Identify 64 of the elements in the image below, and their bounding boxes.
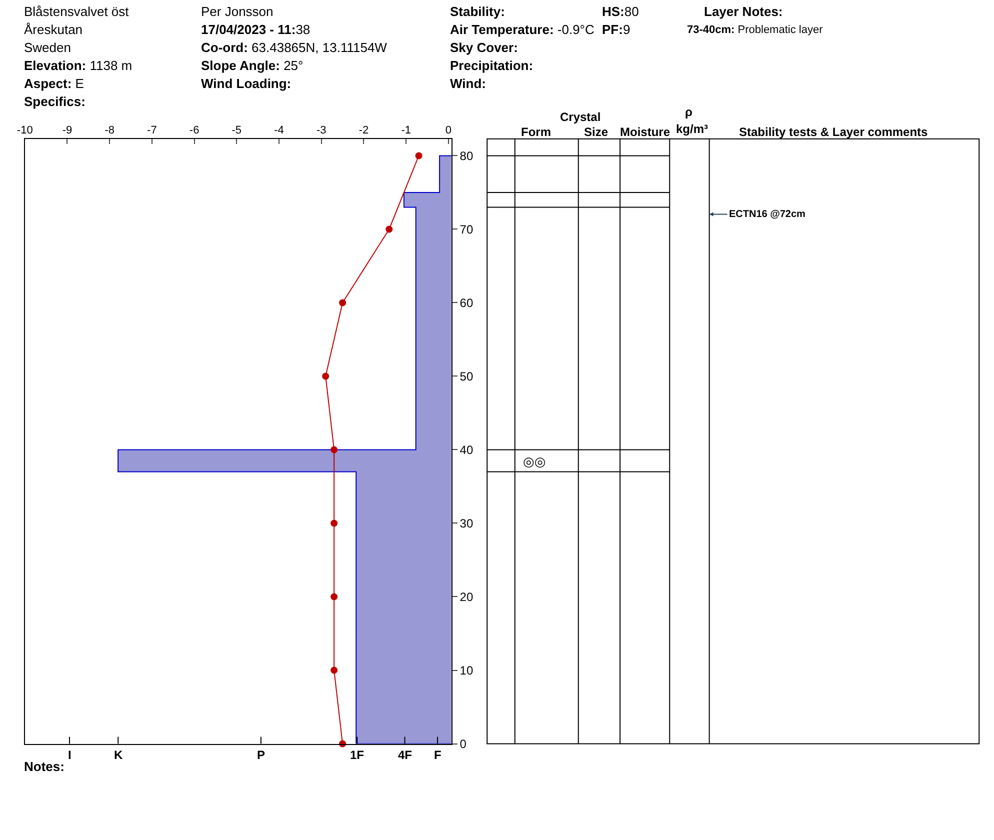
x-tick-label: -5 bbox=[232, 124, 242, 136]
text: ◎◎ bbox=[523, 455, 546, 470]
y-tick-label: 0 bbox=[460, 736, 467, 751]
text: Notes: bbox=[24, 759, 64, 774]
x-tick-label: -6 bbox=[189, 124, 200, 136]
text: Specifics: bbox=[24, 94, 86, 109]
text: HS:80 bbox=[602, 4, 639, 19]
text: PF:9 bbox=[602, 22, 630, 37]
text: Air Temperature: -0.9°C bbox=[450, 22, 594, 37]
y-tick-label: 60 bbox=[460, 296, 474, 310]
text: Stability tests & Layer comments bbox=[739, 125, 928, 139]
text: Sweden bbox=[24, 40, 71, 55]
x-tick-label: -1 bbox=[401, 124, 411, 136]
x-tick-label: -7 bbox=[147, 124, 157, 136]
x-tick-label: -4 bbox=[274, 124, 284, 136]
text: Co-ord: 63.43865N, 13.11154W bbox=[201, 40, 388, 55]
text: Sky Cover: bbox=[450, 40, 518, 55]
x-tick-label: -3 bbox=[316, 124, 326, 136]
text: P bbox=[257, 748, 266, 762]
x-tick-label: 0 bbox=[445, 124, 452, 136]
text: I bbox=[68, 748, 72, 762]
text: 73-40cm: Problematic layer bbox=[687, 24, 824, 36]
text: 17/04/2023 - 11:38 bbox=[201, 22, 310, 37]
y-tick-label: 70 bbox=[460, 222, 474, 236]
y-tick-label: 80 bbox=[460, 148, 474, 163]
text: ρ bbox=[685, 105, 692, 119]
text: Blåstensvalvet öst bbox=[24, 4, 130, 19]
text: Stability: bbox=[450, 4, 505, 19]
text: Elevation: 1138 m bbox=[24, 58, 132, 73]
x-tick-label: -2 bbox=[358, 124, 369, 136]
point bbox=[330, 666, 338, 674]
text: Form bbox=[521, 125, 551, 139]
y-tick-label: 50 bbox=[460, 369, 474, 384]
text: Aspect: E bbox=[24, 76, 84, 91]
point bbox=[330, 446, 338, 454]
text: F bbox=[434, 748, 442, 762]
point bbox=[330, 520, 338, 527]
text: Crystal bbox=[560, 110, 601, 124]
text: Wind Loading: bbox=[201, 76, 292, 91]
point bbox=[415, 152, 422, 160]
text: kg/m³ bbox=[676, 122, 708, 136]
text: Layer Notes: bbox=[704, 4, 783, 19]
point bbox=[386, 226, 393, 233]
point bbox=[330, 593, 338, 600]
text: 4F bbox=[398, 748, 412, 762]
text: Wind: bbox=[450, 76, 486, 91]
x-tick-label: -9 bbox=[62, 124, 72, 136]
y-tick-label: 10 bbox=[460, 663, 474, 678]
text: Size bbox=[584, 125, 608, 139]
text: 1F bbox=[350, 748, 364, 762]
point bbox=[339, 299, 346, 306]
y-tick-label: 40 bbox=[460, 442, 474, 457]
x-tick-label: -8 bbox=[104, 124, 114, 136]
text: Moisture bbox=[620, 125, 670, 139]
x-tick-label: -10 bbox=[16, 124, 33, 136]
text: Slope Angle: 25° bbox=[201, 58, 304, 73]
point bbox=[322, 372, 330, 380]
y-tick-label: 30 bbox=[460, 516, 474, 530]
text: K bbox=[114, 748, 123, 762]
text: ECTN16 @72cm bbox=[729, 209, 806, 220]
text: Per Jonsson bbox=[201, 4, 274, 19]
text: Precipitation: bbox=[450, 58, 534, 73]
y-tick-label: 20 bbox=[460, 590, 474, 604]
text: Åreskutan bbox=[24, 22, 83, 37]
